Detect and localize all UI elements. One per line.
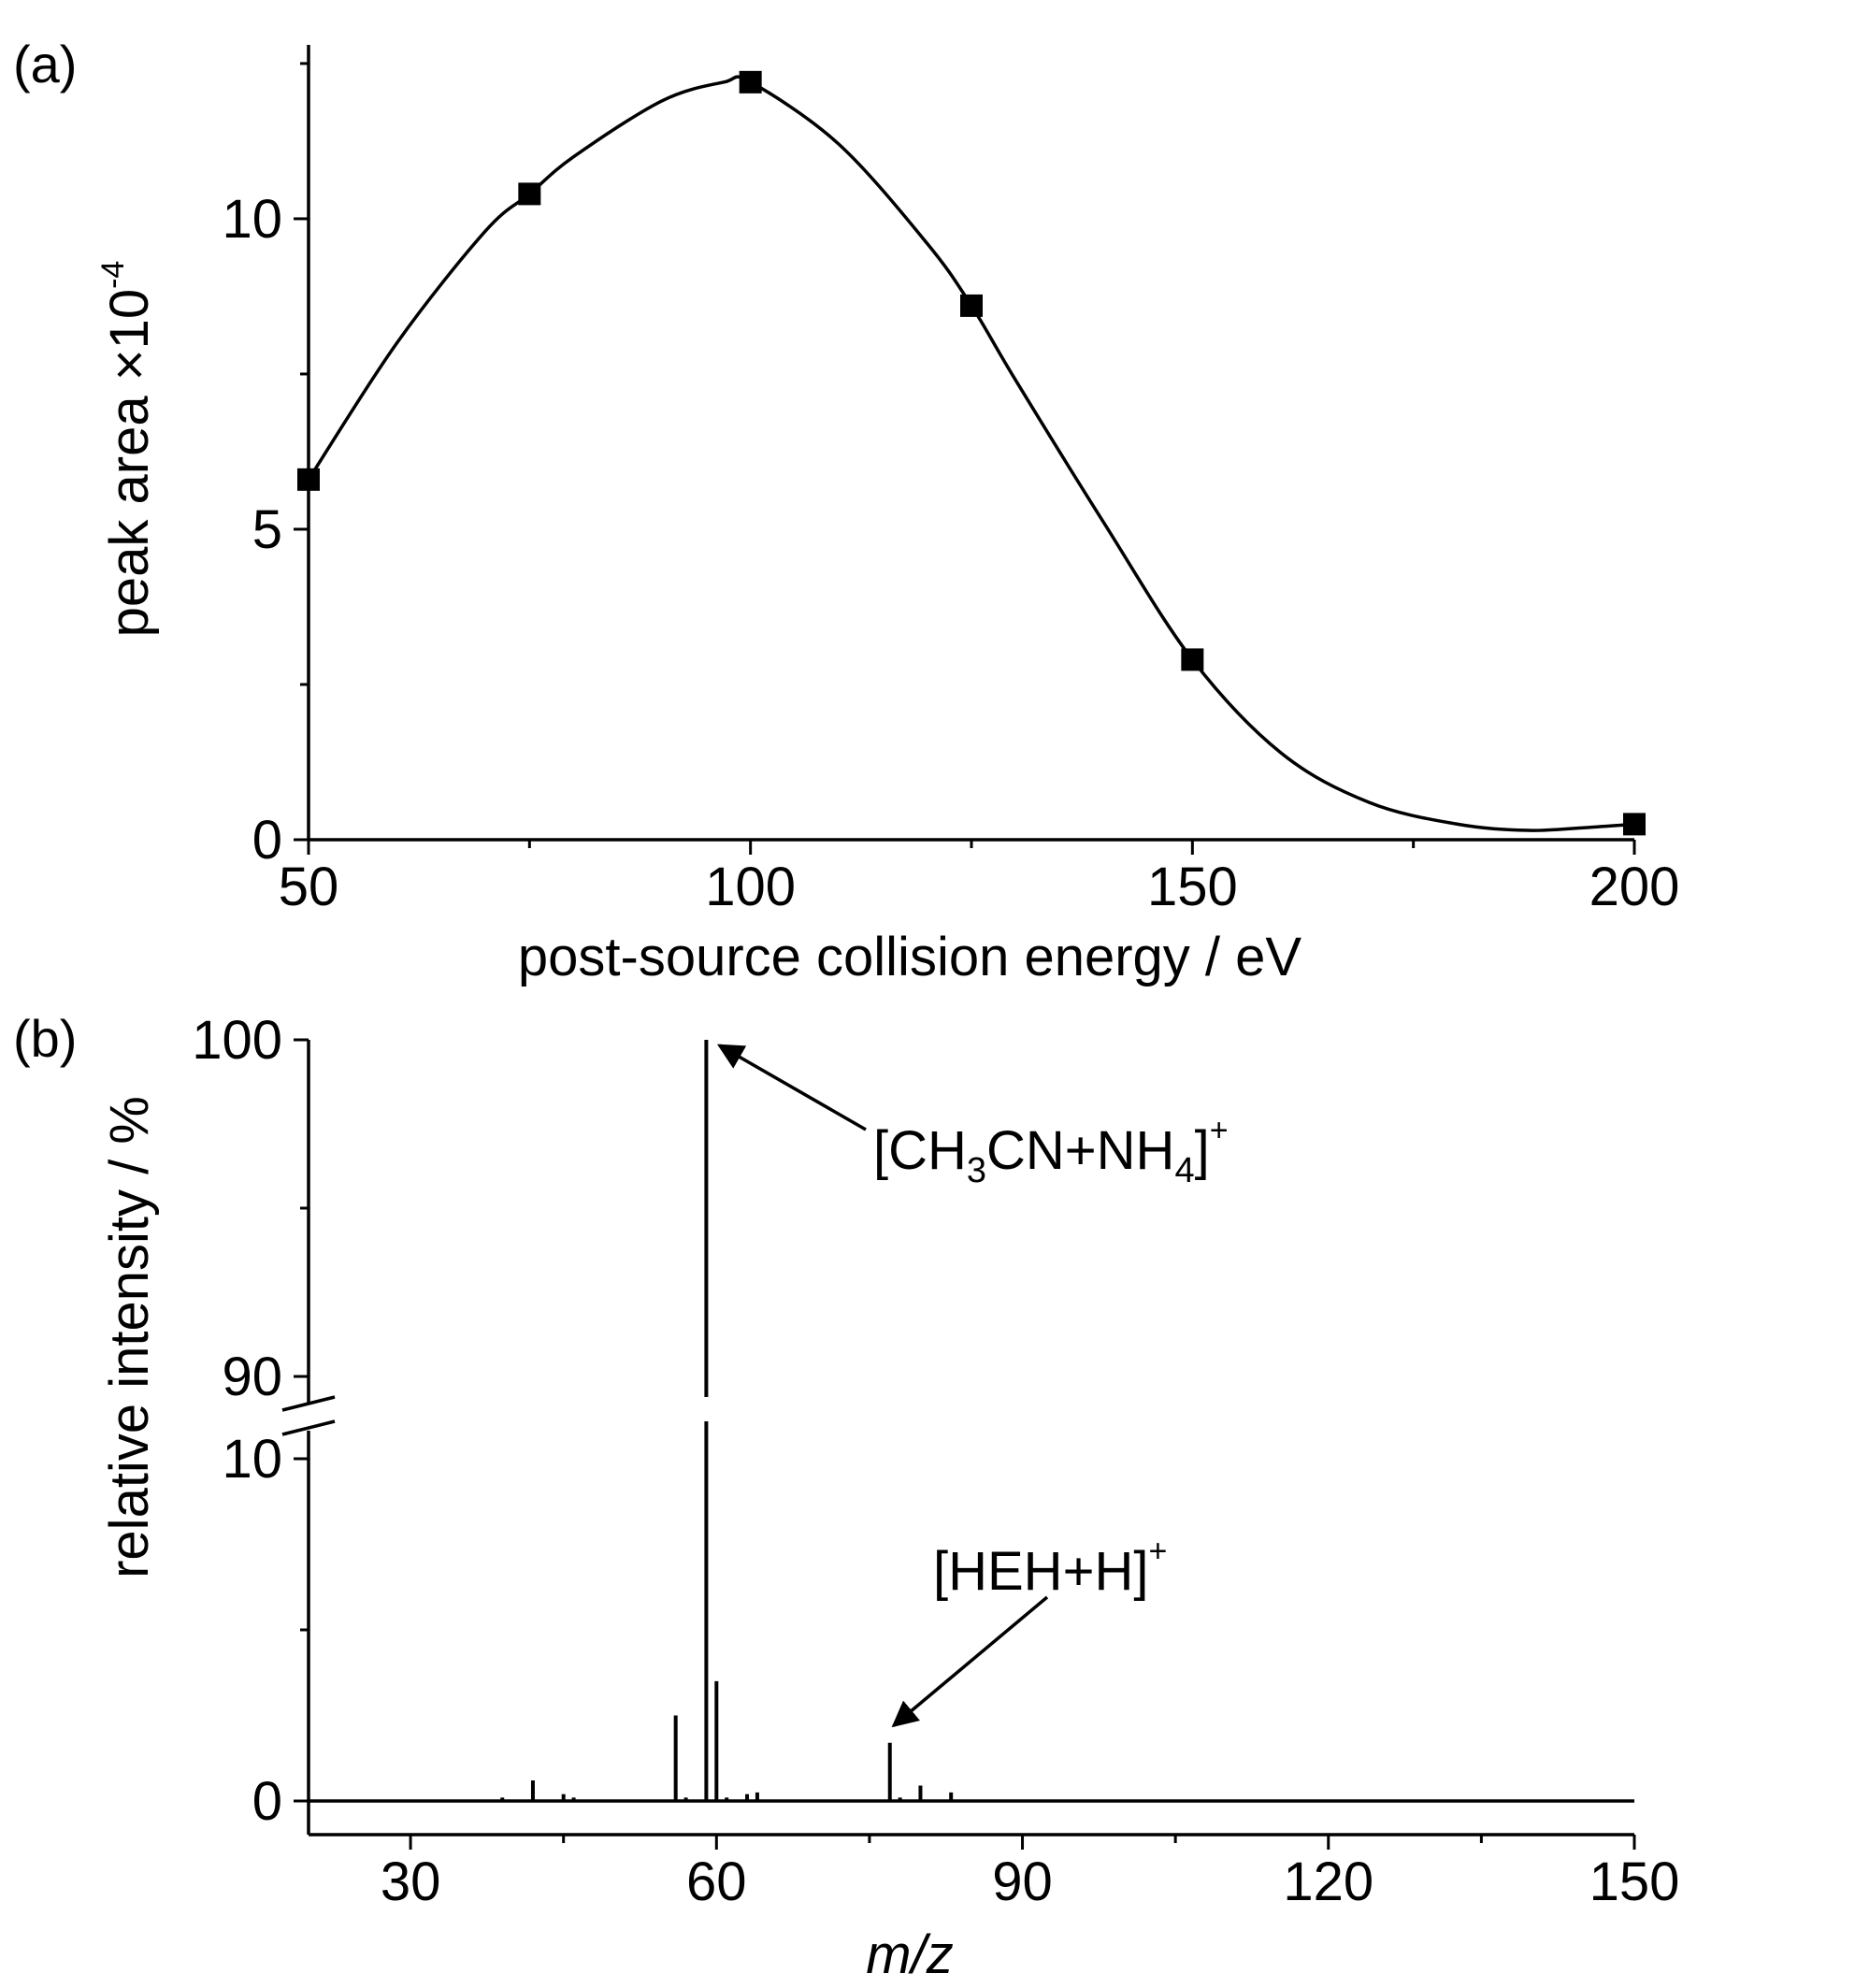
panel-b-x-ticks: 30 60 90 120 150 — [381, 1835, 1680, 1912]
annotation-heh-h: [HEH+H]+ — [891, 1534, 1167, 1728]
panel-b-y-tick-label: 10 — [222, 1429, 282, 1490]
panel-a-y-ticks: 0 5 10 — [222, 62, 309, 871]
panel-b-break-slash-upper — [281, 1395, 336, 1412]
panel-a-fit-curve — [307, 75, 1635, 832]
panel-b-x-tick-label: 90 — [992, 1851, 1053, 1912]
annotation-heh-h-label: [HEH+H]+ — [933, 1534, 1167, 1602]
panel-b-x-tick-label: 60 — [686, 1851, 747, 1912]
panel-b-y-tick-label: 0 — [252, 1771, 282, 1832]
panel-b-axis-break-mark — [281, 1395, 336, 1436]
panel-a-data-point — [297, 468, 320, 491]
panel-a-y-axis-title-exponent: -4 — [95, 261, 131, 289]
annotation-ch3cn-nh4-label: [CH3CN+NH4]+ — [873, 1113, 1229, 1190]
annotation-ch3cn-nh4-arrow — [716, 1044, 867, 1131]
panel-a-data-point — [1181, 648, 1204, 671]
panel-a-label: (a) — [13, 35, 77, 94]
panel-b: (b) 30 60 90 120 150 0 10 90 100 [CH3CN+NH4]+ [… — [13, 1009, 1679, 1985]
panel-a-x-ticks: 50 100 150 200 — [279, 840, 1680, 917]
panel-a-x-tick-label: 200 — [1589, 857, 1680, 917]
panel-a: (a) 50 100 150 200 0 5 10 post-source collisi… — [13, 35, 1679, 987]
panel-a-x-tick-label: 50 — [279, 857, 339, 917]
panel-b-y-tick-label: 90 — [222, 1347, 282, 1407]
panel-b-axes — [307, 1040, 1634, 1837]
panel-a-y-tick-label: 5 — [252, 499, 282, 560]
panel-b-y-axis-title-group: relative intensity / % — [99, 1096, 160, 1578]
panel-a-y-axis-title-group: peak area ×10-4 — [95, 261, 160, 638]
panel-a-y-axis-title-main: peak area ×10 — [99, 289, 160, 637]
panel-a-data-point — [1623, 813, 1646, 836]
annotation-ch3cn-nh4: [CH3CN+NH4]+ — [716, 1044, 1229, 1190]
panel-b-x-tick-label: 120 — [1283, 1851, 1373, 1912]
annotation-heh-h-arrow — [891, 1595, 1049, 1728]
panel-a-x-tick-label: 100 — [705, 857, 796, 917]
panel-a-x-axis-title: post-source collision energy / eV — [518, 927, 1302, 987]
panel-b-break-slash-lower — [281, 1419, 336, 1436]
panel-a-axes — [307, 45, 1634, 842]
panel-b-label: (b) — [13, 1009, 77, 1068]
panel-b-x-axis-title: m/z — [866, 1924, 953, 1985]
panel-a-data-point — [739, 70, 762, 94]
panel-a-data-point — [518, 182, 541, 206]
panel-a-y-axis-title: peak area ×10-4 — [95, 261, 160, 638]
panel-b-y-tick-label: 100 — [192, 1010, 282, 1071]
panel-a-data-point — [960, 294, 983, 317]
panel-b-x-tick-label: 150 — [1589, 1851, 1680, 1912]
panel-a-x-tick-label: 150 — [1147, 857, 1238, 917]
panel-b-peaks — [500, 1040, 954, 1801]
panel-b-x-tick-label: 30 — [381, 1851, 441, 1912]
panel-b-y-axis-title: relative intensity / % — [99, 1096, 160, 1578]
panel-b-y-ticks: 0 10 90 100 — [192, 1010, 309, 1832]
panel-a-y-tick-label: 10 — [222, 189, 282, 250]
panel-a-data-markers — [297, 70, 1646, 836]
panel-a-y-tick-label: 0 — [252, 810, 282, 871]
